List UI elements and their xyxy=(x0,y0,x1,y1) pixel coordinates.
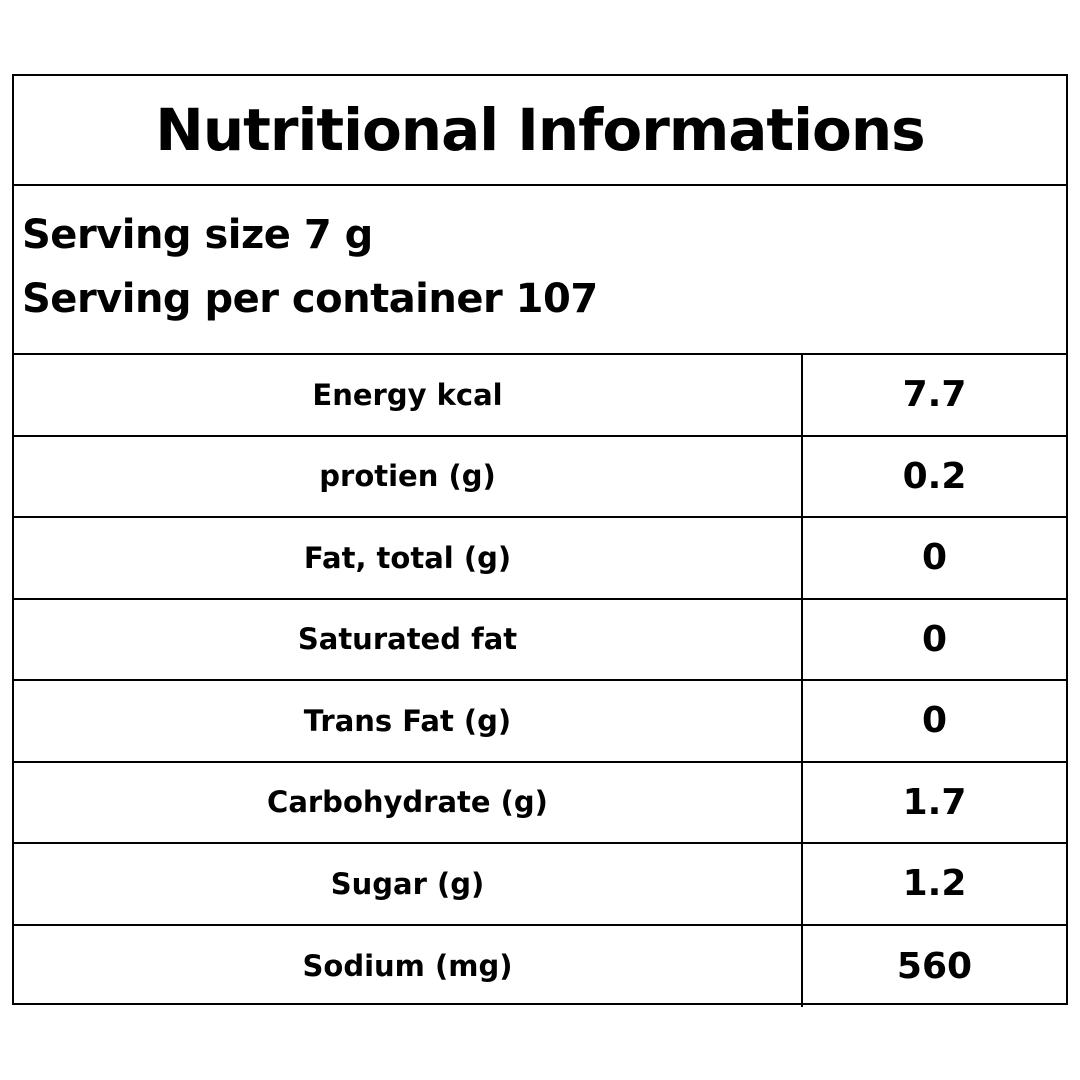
nutrient-table: Energy kcal 7.7 protien (g) 0.2 Fat, tot… xyxy=(14,355,1066,1007)
nutrient-row: Saturated fat 0 xyxy=(14,599,1066,681)
nutrient-row: Fat, total (g) 0 xyxy=(14,518,1066,600)
serving-info: Serving size 7 g Serving per container 1… xyxy=(14,186,1066,355)
nutrient-row: Energy kcal 7.7 xyxy=(14,355,1066,437)
nutrient-row: Sugar (g) 1.2 xyxy=(14,844,1066,926)
nutrient-value: 0 xyxy=(921,618,948,660)
nutrient-row: Sodium (mg) 560 xyxy=(14,925,1066,1007)
title-cell: Nutritional Informations xyxy=(14,76,1066,186)
nutrient-row: protien (g) 0.2 xyxy=(14,436,1066,518)
nutrient-value: 7.7 xyxy=(902,374,967,416)
nutrient-value: 1.7 xyxy=(902,781,967,823)
nutrient-value: 0 xyxy=(921,537,948,579)
serving-size: Serving size 7 g xyxy=(22,212,373,258)
panel-title: Nutritional Informations xyxy=(155,96,925,164)
nutrient-row: Carbohydrate (g) 1.7 xyxy=(14,762,1066,844)
nutrient-value: 560 xyxy=(896,945,973,987)
nutrient-label: Sugar (g) xyxy=(14,844,803,924)
nutrition-panel: Nutritional Informations Serving size 7 … xyxy=(12,74,1068,1007)
nutrient-label: Saturated fat xyxy=(14,599,803,679)
nutrient-label: Sodium (mg) xyxy=(14,925,803,1007)
nutrient-value: 0.2 xyxy=(902,455,967,497)
nutrient-label: Energy kcal xyxy=(14,355,803,435)
nutrient-value: 1.2 xyxy=(902,863,967,905)
servings-per-container: Serving per container 107 xyxy=(22,276,598,322)
nutrient-label: protien (g) xyxy=(14,436,803,516)
nutrient-label: Fat, total (g) xyxy=(14,518,803,598)
nutrient-row: Trans Fat (g) 0 xyxy=(14,681,1066,763)
nutrient-label: Carbohydrate (g) xyxy=(14,762,803,842)
nutrient-label: Trans Fat (g) xyxy=(14,681,803,761)
nutrient-value: 0 xyxy=(921,700,948,742)
